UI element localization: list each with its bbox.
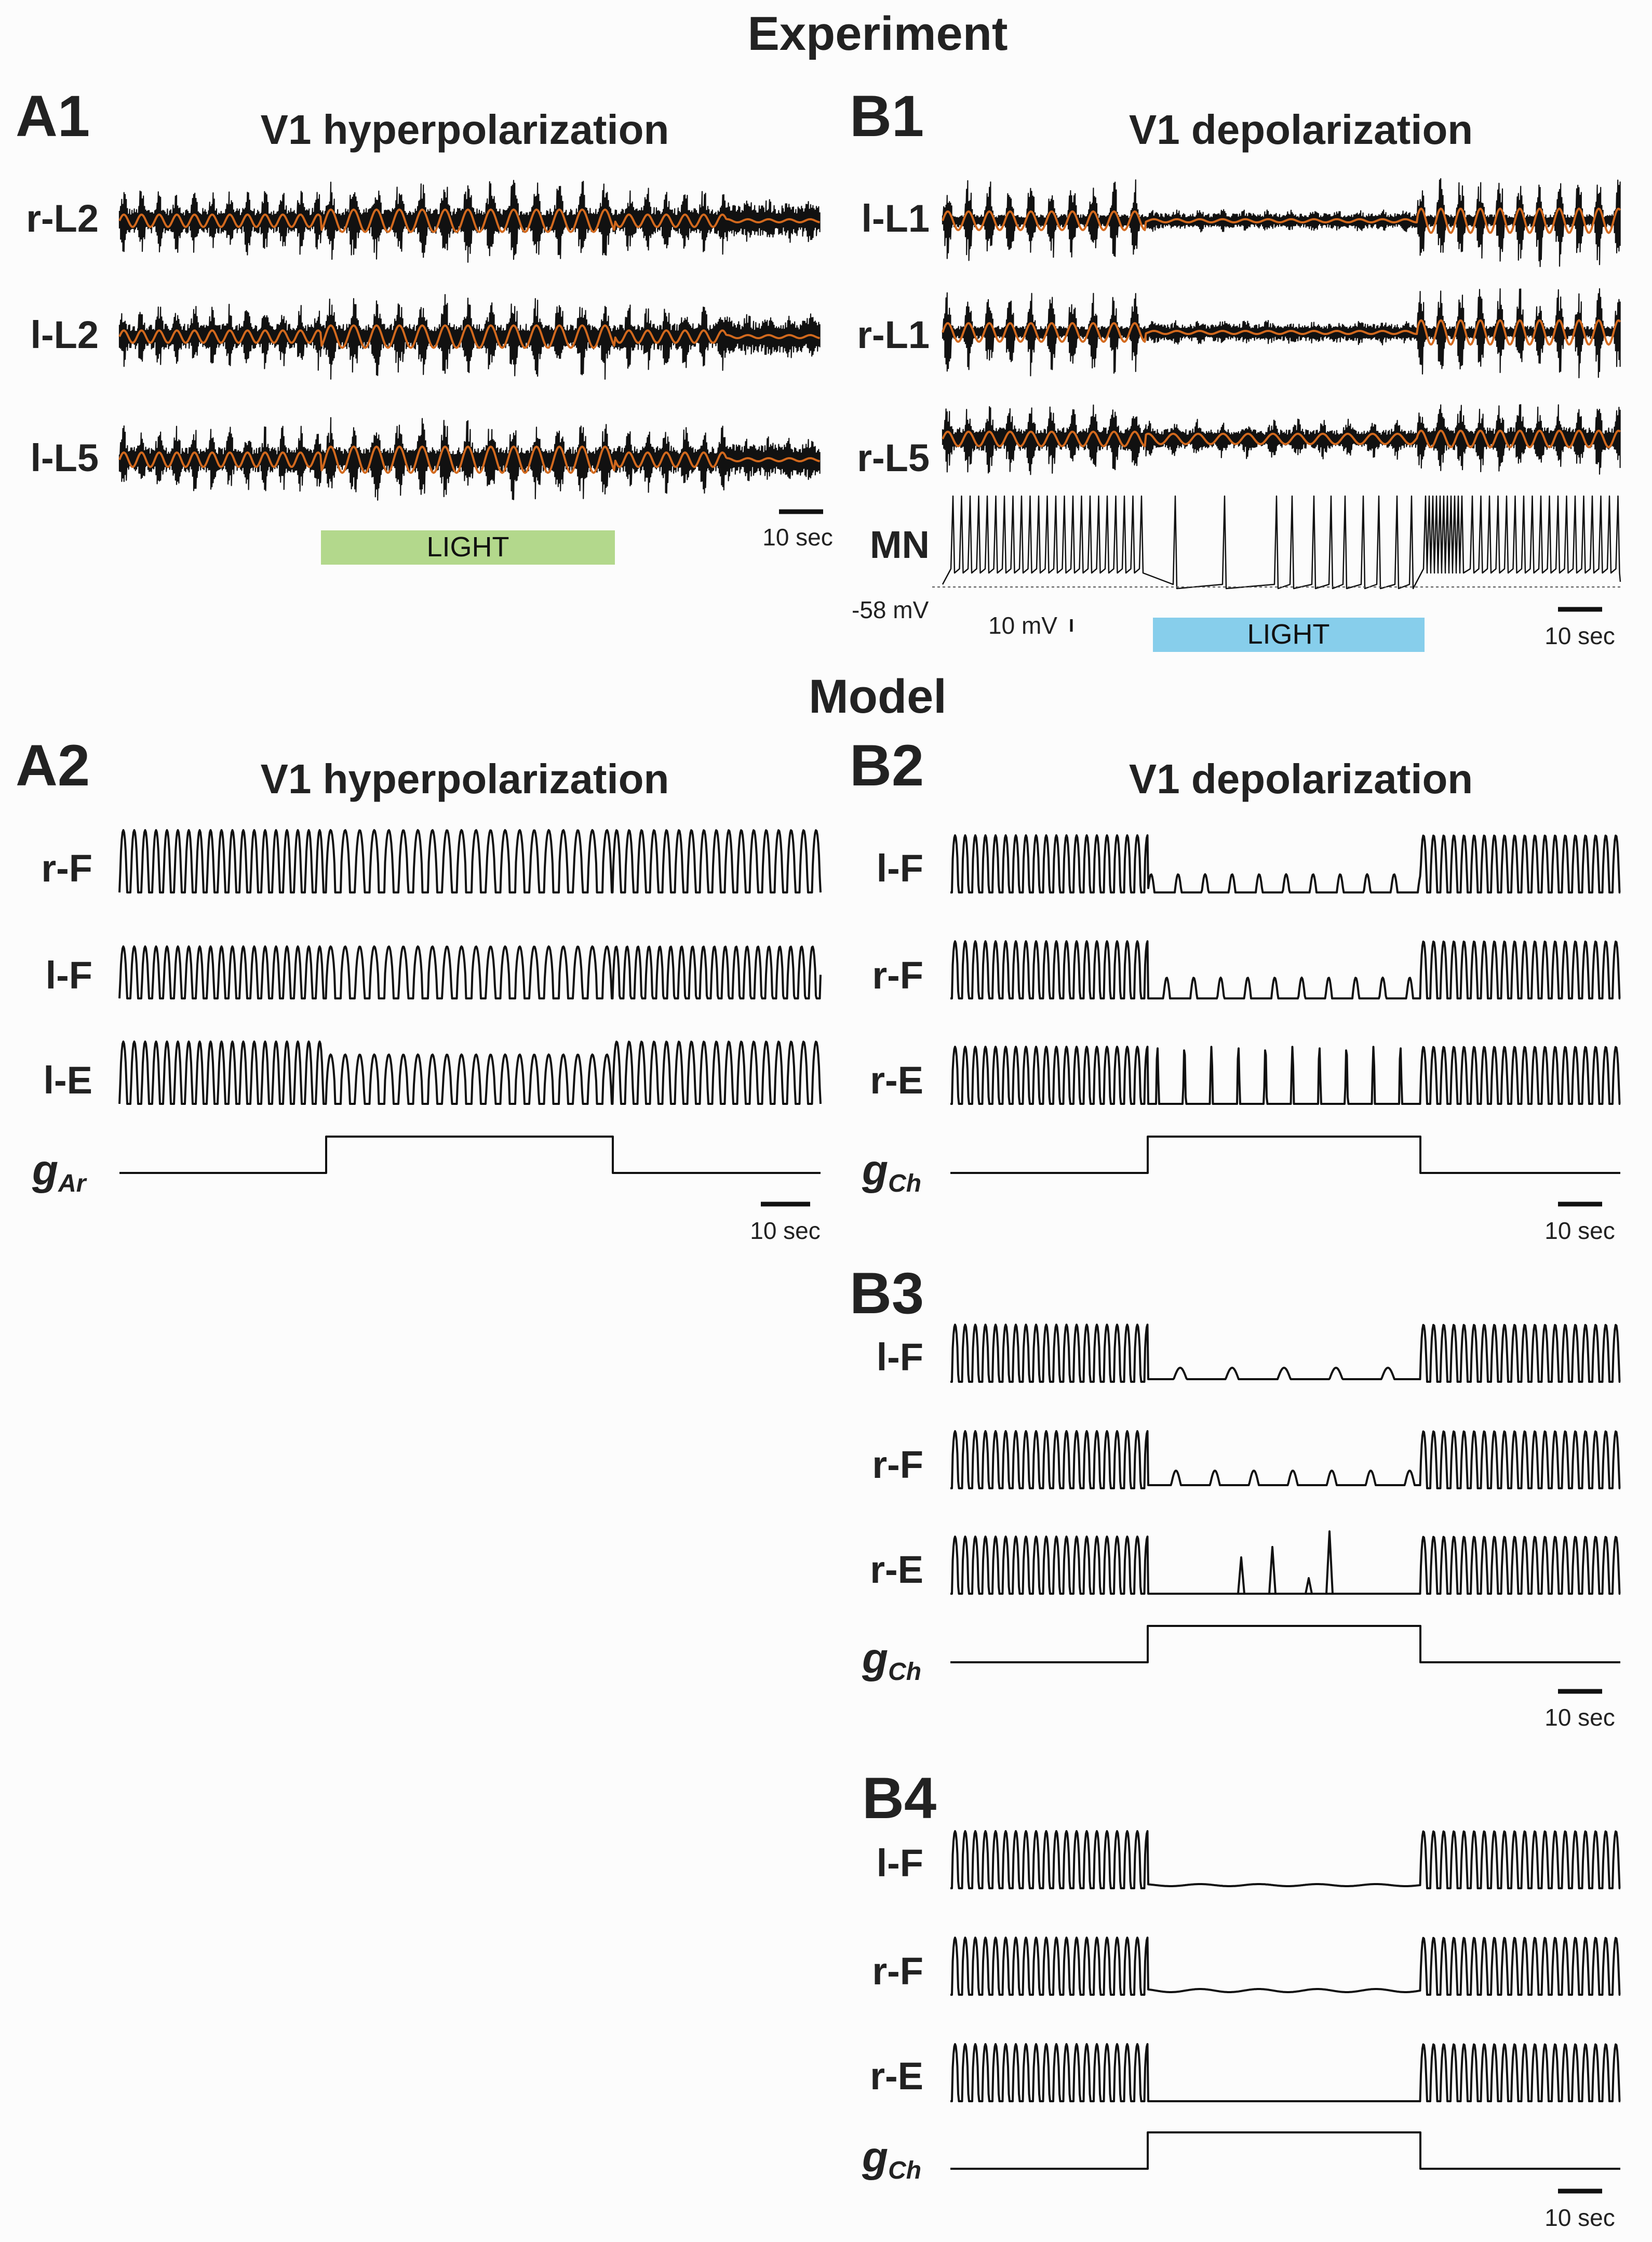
b1-trace-r-l5-raw: [942, 404, 1621, 475]
panel-a1-title: V1 hyperpolarization: [261, 106, 669, 153]
a1-light-label: LIGHT: [426, 531, 509, 563]
panel-a1: A1 V1 hyperpolarization r-L2 l-L2 l-L5 L…: [16, 84, 833, 565]
b3-traces: [950, 1324, 1621, 1663]
b2-trace-label-r-f: r-F: [872, 954, 923, 997]
b3-trace-label-r-e: r-E: [870, 1548, 923, 1591]
panel-b1-title: V1 depolarization: [1129, 106, 1473, 153]
a2-scale-label: 10 sec: [750, 1217, 821, 1244]
panel-b3-label: B3: [850, 1261, 924, 1326]
a2-trace-r-f: [118, 829, 822, 893]
panel-b1: B1 V1 depolarization l-L1 r-L1 r-L5 MN -…: [850, 84, 1622, 652]
a2-g-label: gAr: [32, 1146, 87, 1197]
section-model-title: Model: [809, 670, 947, 723]
a1-trace-label-l-l2: l-L2: [30, 313, 99, 356]
a2-trace-l-e: [118, 1040, 822, 1105]
b3-trace-label-l-f: l-F: [877, 1336, 923, 1379]
a2-g-ar-step: [119, 1136, 821, 1174]
a1-scale-label: 10 sec: [762, 524, 833, 551]
b1-trace-label-r-l1: r-L1: [857, 313, 930, 356]
b3-g-label: gCh: [862, 1635, 921, 1686]
b1-trace-l-l1-envelope: [942, 207, 1621, 234]
a2-trace-l-f: [118, 945, 822, 999]
panel-b3: B3 l-F r-F r-E gCh 10 sec: [850, 1261, 1621, 1731]
b4-g-label: gCh: [862, 2133, 921, 2184]
a1-trace-label-r-l2: r-L2: [26, 197, 99, 240]
b2-trace-l-f: [950, 834, 1621, 893]
panel-a2-title: V1 hyperpolarization: [261, 756, 669, 802]
a2-trace-label-l-e: l-E: [43, 1059, 92, 1102]
b2-trace-r-f: [950, 940, 1621, 999]
b1-scale-label: 10 sec: [1544, 622, 1615, 649]
b3-trace-l-f: [950, 1324, 1621, 1383]
a1-trace-l-l2-raw: [118, 294, 821, 380]
a1-light-bar: [321, 530, 615, 565]
b1-trace-mn: [942, 495, 1621, 590]
b4-scale-label: 10 sec: [1544, 2204, 1615, 2231]
a1-trace-l-l2-envelope: [118, 324, 820, 349]
panel-a2: A2 V1 hyperpolarization r-F l-F l-E gAr …: [16, 733, 822, 1244]
b2-trace-label-l-f: l-F: [877, 847, 923, 890]
panel-a1-label: A1: [16, 84, 90, 149]
b2-trace-label-r-e: r-E: [870, 1059, 923, 1102]
b3-trace-label-r-f: r-F: [872, 1443, 923, 1486]
b4-trace-label-r-e: r-E: [870, 2054, 923, 2098]
b1-trace-r-l1-envelope: [942, 319, 1621, 346]
b4-trace-l-f: [950, 1830, 1621, 1889]
a2-trace-label-r-f: r-F: [41, 847, 92, 890]
b1-traces: [942, 178, 1621, 590]
b2-g-ch-step: [950, 1136, 1620, 1174]
b4-traces: [950, 1830, 1621, 2170]
b2-trace-r-e: [950, 1046, 1621, 1105]
b4-trace-r-e: [950, 2043, 1621, 2102]
b3-scale-label: 10 sec: [1544, 1704, 1615, 1731]
b1-baseline-label: -58 mV: [852, 596, 929, 623]
panel-b4-label: B4: [862, 1766, 936, 1831]
a1-trace-label-l-l5: l-L5: [30, 436, 99, 479]
panel-b2-title: V1 depolarization: [1129, 756, 1473, 802]
b2-traces: [950, 834, 1621, 1174]
b1-voltage-scale-label: 10 mV: [988, 612, 1057, 639]
a2-trace-label-l-f: l-F: [46, 954, 92, 997]
b3-g-ch-step: [950, 1625, 1620, 1663]
a1-trace-r-l2-envelope: [118, 208, 820, 233]
a1-traces: [118, 180, 821, 501]
b4-trace-label-l-f: l-F: [877, 1841, 923, 1885]
a1-trace-r-l2-raw: [118, 180, 821, 263]
panel-b2: B2 V1 depolarization l-F r-F r-E gCh 10 …: [850, 733, 1621, 1244]
b1-trace-label-mn: MN: [870, 523, 930, 566]
b3-trace-r-e: [950, 1536, 1621, 1595]
b4-trace-r-f: [950, 1937, 1621, 1996]
b1-trace-label-l-l1: l-L1: [861, 197, 930, 240]
section-experiment-title: Experiment: [747, 7, 1008, 60]
panel-b1-label: B1: [850, 84, 924, 149]
b3-trace-r-e-spikes: [1237, 1530, 1334, 1594]
b1-light-bar: [1153, 618, 1425, 652]
b2-scale-label: 10 sec: [1544, 1217, 1615, 1244]
b1-light-label: LIGHT: [1247, 619, 1329, 650]
b3-trace-r-f: [950, 1430, 1621, 1489]
panel-a2-label: A2: [16, 733, 90, 798]
b1-trace-r-l5-envelope: [942, 430, 1621, 448]
b4-g-ch-step: [950, 2131, 1620, 2170]
panel-b2-label: B2: [850, 733, 924, 798]
a1-trace-l-l5-raw: [118, 417, 821, 501]
b2-g-label: gCh: [862, 1146, 921, 1197]
a1-trace-l-l5-envelope: [118, 445, 820, 474]
b4-trace-label-r-f: r-F: [872, 1950, 923, 1993]
a2-traces: [118, 829, 822, 1174]
b1-trace-label-r-l5: r-L5: [857, 436, 930, 479]
panel-b4: B4 l-F r-F r-E gCh 10 sec: [862, 1766, 1621, 2231]
